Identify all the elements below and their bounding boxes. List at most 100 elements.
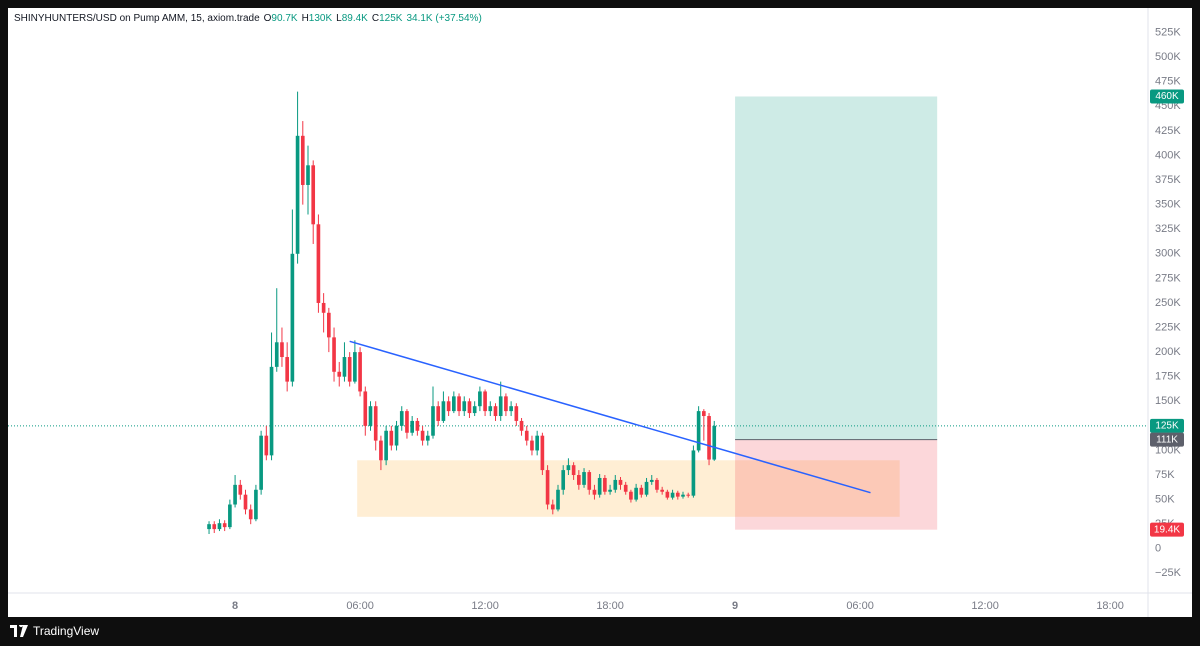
candle-body (342, 357, 347, 377)
y-tick-label: 200K (1155, 346, 1181, 358)
candle-body (519, 420, 524, 431)
candle-body (222, 523, 227, 528)
candle-body (702, 411, 706, 417)
candle-body (441, 401, 446, 421)
last-price-badge (1150, 418, 1184, 433)
candle-body (639, 487, 644, 495)
candle-body (686, 494, 691, 496)
legend-header: SHINYHUNTERS/USD on Pump AMM, 15, axiom.… (14, 13, 486, 24)
candle-body (420, 430, 425, 441)
candle-body (389, 430, 394, 446)
candle-body (597, 477, 602, 495)
y-tick-label: 50K (1155, 494, 1175, 506)
entry-label: 111K (1156, 434, 1178, 445)
y-tick-label: 75K (1155, 469, 1175, 481)
candle-body (280, 342, 284, 358)
candle-body (493, 406, 498, 417)
target-label: 460K (1155, 91, 1179, 102)
candle-body (696, 411, 701, 451)
candle-body (530, 440, 534, 451)
candle-body (488, 406, 493, 412)
x-tick-label: 18:00 (596, 600, 624, 612)
candle-body (248, 509, 253, 520)
y-tick-label: 100K (1155, 444, 1181, 456)
candle-body (644, 481, 649, 495)
candle-body (285, 357, 289, 382)
candle-body (425, 435, 430, 441)
candle-body (290, 253, 295, 382)
candle-body (691, 450, 696, 496)
candle-body (712, 425, 717, 460)
y-tick-label: 150K (1155, 395, 1181, 407)
candle-body (410, 420, 414, 433)
candle-body (300, 135, 305, 185)
candle-body (582, 472, 586, 485)
candle-body (212, 524, 217, 530)
logo (10, 625, 28, 637)
target-badge (1150, 89, 1184, 104)
candle-body (327, 312, 331, 338)
y-tick-label: 525K (1155, 26, 1181, 38)
chart-background (8, 8, 1192, 617)
x-tick-label: 9 (732, 600, 738, 612)
field-value: 125K (379, 13, 403, 24)
candle-body (405, 411, 409, 433)
last-price-label: 125K (1155, 420, 1179, 431)
candle-body (483, 391, 487, 412)
field-key: L (336, 13, 342, 24)
candle-body (509, 406, 513, 412)
candle-body (274, 342, 279, 367)
candle-body (613, 479, 618, 490)
candle-body (217, 523, 222, 530)
candle-body (472, 406, 477, 414)
x-tick-label: 12:00 (471, 600, 499, 612)
y-tick-label: 325K (1155, 223, 1181, 235)
candle-body (561, 470, 566, 490)
field-value: 89.4K (341, 13, 368, 24)
candle-body (347, 357, 352, 382)
x-tick-label: 06:00 (846, 600, 874, 612)
candle-body (384, 430, 388, 461)
entry-badge (1150, 432, 1184, 447)
x-tick-label: 8 (232, 600, 238, 612)
candle-body (467, 401, 472, 414)
candle-body (446, 401, 451, 412)
y-tick-label: 300K (1155, 248, 1181, 260)
candle-body (353, 352, 357, 382)
candle-body (524, 430, 529, 441)
y-tick-label: 350K (1155, 199, 1181, 211)
candle-body (670, 492, 675, 498)
candle-body (556, 489, 560, 510)
candle-body (535, 435, 539, 451)
candle-body (577, 475, 581, 485)
candle-body (415, 420, 420, 431)
trendline (349, 340, 871, 494)
candle-body (462, 401, 467, 412)
candle-body (431, 406, 435, 436)
candle-body (394, 425, 399, 446)
symbol: SHINYHUNTERS/USD on Pump AMM, 15, axiom.… (14, 13, 260, 24)
stop-badge (1150, 522, 1184, 537)
candle-body (228, 504, 232, 528)
candle-body (540, 435, 545, 471)
y-tick-label: −25K (1155, 567, 1182, 579)
candle-body (269, 366, 274, 456)
change: 34.1K (+37.54%) (406, 13, 482, 24)
candle-body (379, 440, 383, 461)
stop-label: 19.4K (1154, 524, 1180, 535)
candle-body (254, 489, 258, 520)
field-value: 130K (308, 13, 333, 24)
candle-body (321, 302, 326, 313)
candle-body (264, 435, 269, 456)
candle-body (363, 391, 368, 426)
candle-body (681, 494, 685, 497)
brand: TradingView (10, 624, 99, 638)
candle-body (514, 406, 519, 421)
candle-body (629, 491, 633, 500)
candle-body (550, 504, 555, 510)
candle-body (295, 135, 300, 254)
y-tick-label: 475K (1155, 76, 1181, 88)
candle-body (498, 396, 503, 417)
candle-body (452, 396, 456, 412)
